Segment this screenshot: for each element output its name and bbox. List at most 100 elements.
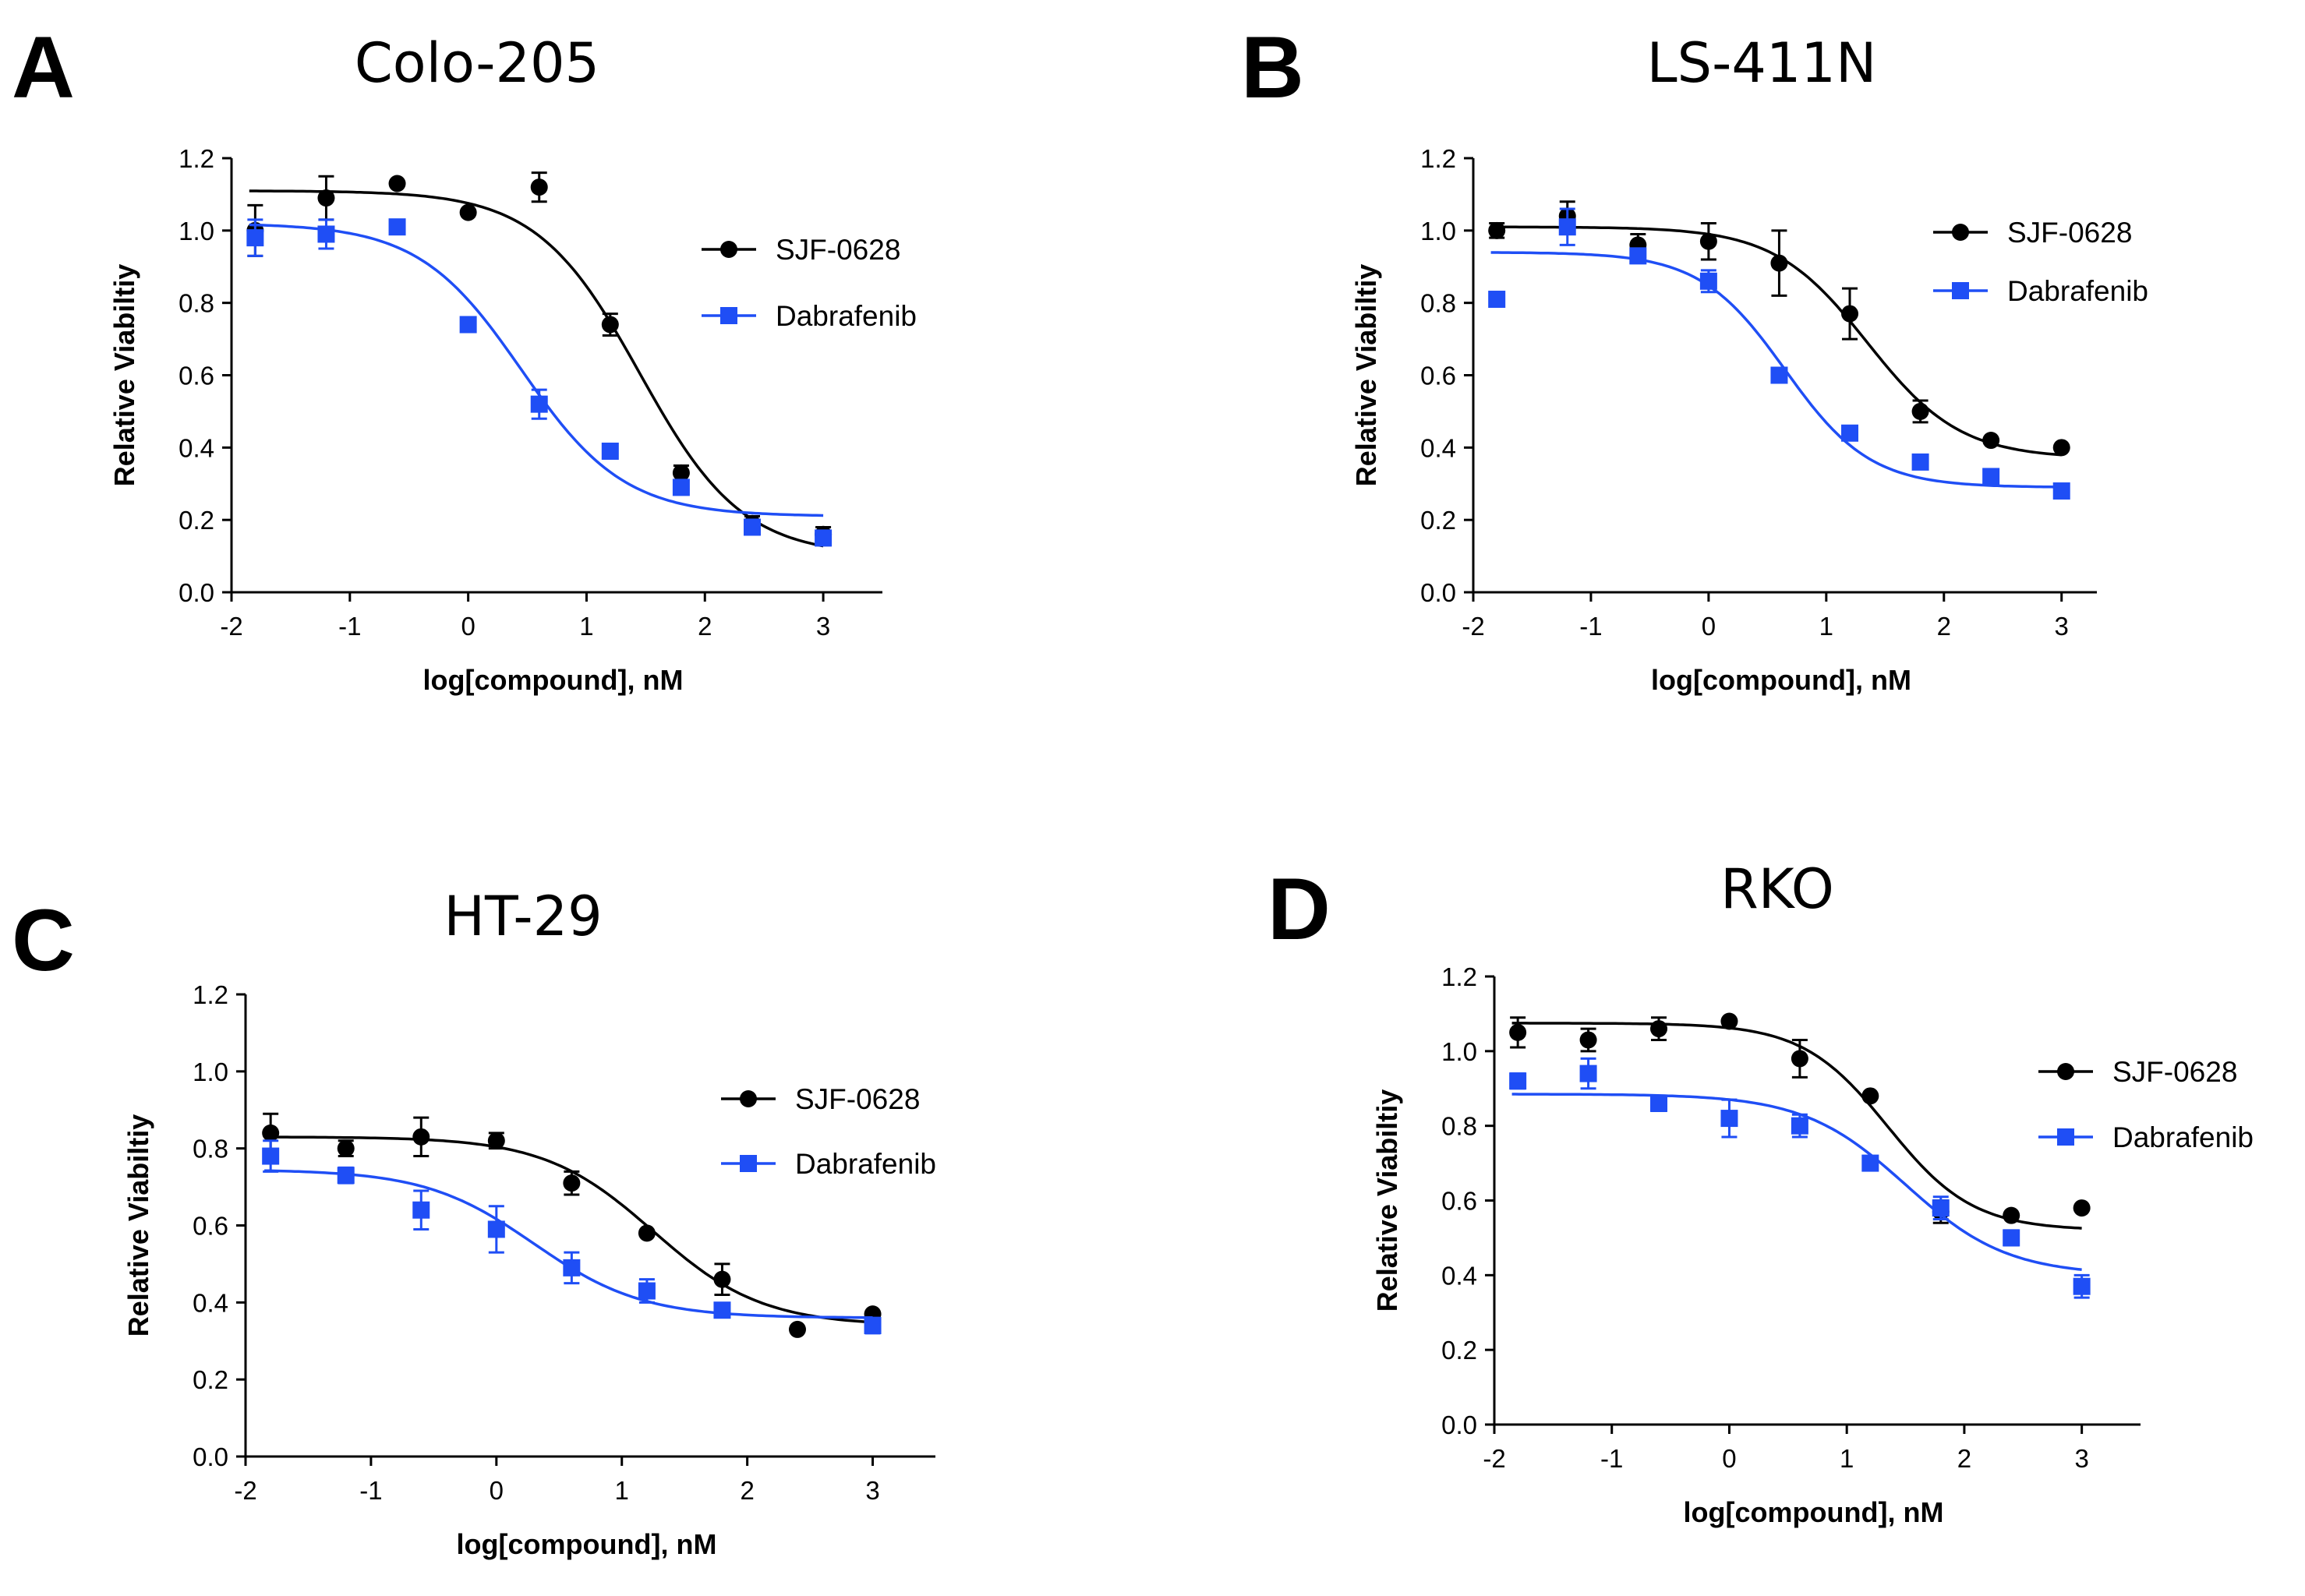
x-tick-label: -1 [1579, 612, 1602, 641]
panel-letter: D [1267, 860, 1331, 958]
y-tick-label: 0.2 [1441, 1336, 1477, 1365]
data-point [1911, 402, 1929, 420]
y-tick-label: 0.0 [1441, 1411, 1477, 1439]
series-sjf-0628 [262, 1112, 882, 1338]
data-point [864, 1316, 882, 1334]
data-point [744, 518, 761, 536]
legend-label: Dabrafenib [2007, 275, 2148, 307]
data-point [262, 1147, 280, 1165]
x-axis-label: log[compound], nM [1651, 664, 1911, 696]
x-tick-label: -2 [1483, 1444, 1505, 1473]
x-tick-label: -2 [220, 612, 242, 641]
y-tick-label: 1.0 [179, 217, 214, 245]
y-tick-label: 0.0 [193, 1442, 228, 1471]
panel-letter: C [12, 892, 75, 989]
y-tick-label: 0.2 [179, 506, 214, 535]
fit-curve [1511, 1093, 2082, 1271]
data-point [487, 1132, 505, 1149]
y-tick-label: 0.4 [1420, 433, 1456, 462]
y-tick-label: 0.2 [193, 1365, 228, 1394]
y-tick-label: 1.2 [193, 980, 228, 1009]
legend-label: Dabrafenib [795, 1148, 936, 1180]
data-point [672, 464, 690, 482]
x-tick-label: -1 [359, 1476, 382, 1505]
legend-label: SJF-0628 [2112, 1056, 2237, 1088]
y-tick-label: 0.2 [1420, 506, 1456, 535]
data-point [601, 316, 619, 334]
data-point [1579, 1065, 1597, 1082]
y-tick-label: 1.0 [1441, 1037, 1477, 1066]
data-point [1911, 453, 1929, 471]
legend-marker [2057, 1128, 2074, 1146]
x-tick-label: 2 [698, 612, 712, 641]
x-tick-label: 1 [579, 612, 593, 641]
data-point [713, 1301, 731, 1319]
x-axis-label: log[compound], nM [1684, 1496, 1944, 1528]
y-tick-label: 0.8 [179, 289, 214, 318]
y-tick-label: 0.8 [1441, 1112, 1477, 1141]
x-tick-label: 1 [615, 1476, 629, 1505]
data-point [337, 1167, 355, 1185]
y-tick-label: 1.2 [1420, 144, 1456, 173]
x-tick-label: -2 [234, 1476, 256, 1505]
y-tick-label: 1.2 [179, 144, 214, 173]
series-dabrafenib [1509, 1057, 2091, 1299]
data-point [2052, 482, 2070, 500]
legend-marker [1952, 224, 1969, 241]
x-tick-label: 0 [490, 1476, 504, 1505]
x-tick-label: 2 [1937, 612, 1951, 641]
series-dabrafenib [262, 1139, 882, 1335]
data-point [1770, 254, 1788, 272]
chart-panel-d: D RKO 0.0 0.2 0.4 0.6 0.8 1.0 1.2 -2 -1 0 1 2 3 log[com… [1267, 857, 2254, 1528]
data-point [412, 1201, 430, 1219]
data-point [1629, 247, 1647, 265]
y-tick-label: 1.2 [1441, 962, 1477, 991]
data-point [2073, 1277, 2091, 1295]
x-tick-label: 3 [2074, 1444, 2088, 1473]
data-point [2003, 1229, 2020, 1247]
data-point [337, 1139, 355, 1157]
y-tick-label: 0.6 [179, 362, 214, 390]
data-point [1982, 468, 2000, 486]
x-axis-label: log[compound], nM [423, 664, 684, 696]
data-point [1770, 366, 1788, 384]
data-point [1982, 432, 2000, 450]
chart-title: LS-411N [1647, 31, 1877, 95]
x-tick-label: 3 [816, 612, 830, 641]
data-point [638, 1282, 656, 1300]
data-point [1791, 1117, 1808, 1135]
data-point [713, 1270, 731, 1288]
legend-marker [2057, 1063, 2074, 1080]
data-point [2073, 1199, 2091, 1217]
data-point [459, 203, 477, 221]
legend-marker [1952, 282, 1969, 299]
series-dabrafenib [246, 218, 833, 547]
data-point [317, 225, 335, 243]
data-point [789, 1320, 806, 1338]
data-point [563, 1259, 581, 1276]
legend-marker [740, 1155, 757, 1172]
x-tick-label: 1 [1819, 612, 1833, 641]
data-point [317, 189, 335, 207]
legend-marker [720, 241, 737, 258]
legend-label: SJF-0628 [2007, 217, 2132, 249]
y-tick-label: 0.4 [1441, 1261, 1477, 1290]
data-point [2052, 439, 2070, 457]
y-tick-label: 0.8 [1420, 289, 1456, 318]
chart-title: RKO [1720, 857, 1834, 921]
chart-panel-b: B LS-411N 0.0 0.2 0.4 0.6 0.8 1.0 1.2 -2 -1 0 1 2 3 log… [1241, 19, 2148, 696]
data-point [601, 442, 619, 460]
y-tick-label: 0.0 [1420, 578, 1456, 607]
panel-letter: A [12, 19, 75, 116]
data-point [1720, 1012, 1738, 1030]
legend-label: SJF-0628 [776, 234, 900, 266]
y-tick-label: 0.6 [1420, 362, 1456, 390]
data-point [459, 316, 477, 334]
legend-label: SJF-0628 [795, 1083, 920, 1115]
x-tick-label: 1 [1840, 1444, 1854, 1473]
data-point [487, 1220, 505, 1238]
fit-curve [1511, 1022, 2082, 1230]
data-point [246, 229, 264, 247]
y-tick-label: 0.4 [193, 1288, 228, 1317]
data-point [1699, 272, 1717, 290]
